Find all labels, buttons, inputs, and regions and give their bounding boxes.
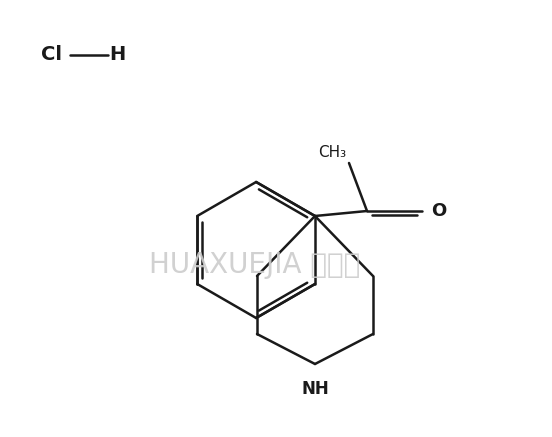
Text: H: H xyxy=(109,45,125,65)
Text: CH₃: CH₃ xyxy=(318,145,346,160)
Text: Cl: Cl xyxy=(41,45,62,65)
Text: HUAXUEJIA 化学加: HUAXUEJIA 化学加 xyxy=(150,251,360,279)
Text: NH: NH xyxy=(301,380,329,398)
Text: O: O xyxy=(431,202,446,220)
